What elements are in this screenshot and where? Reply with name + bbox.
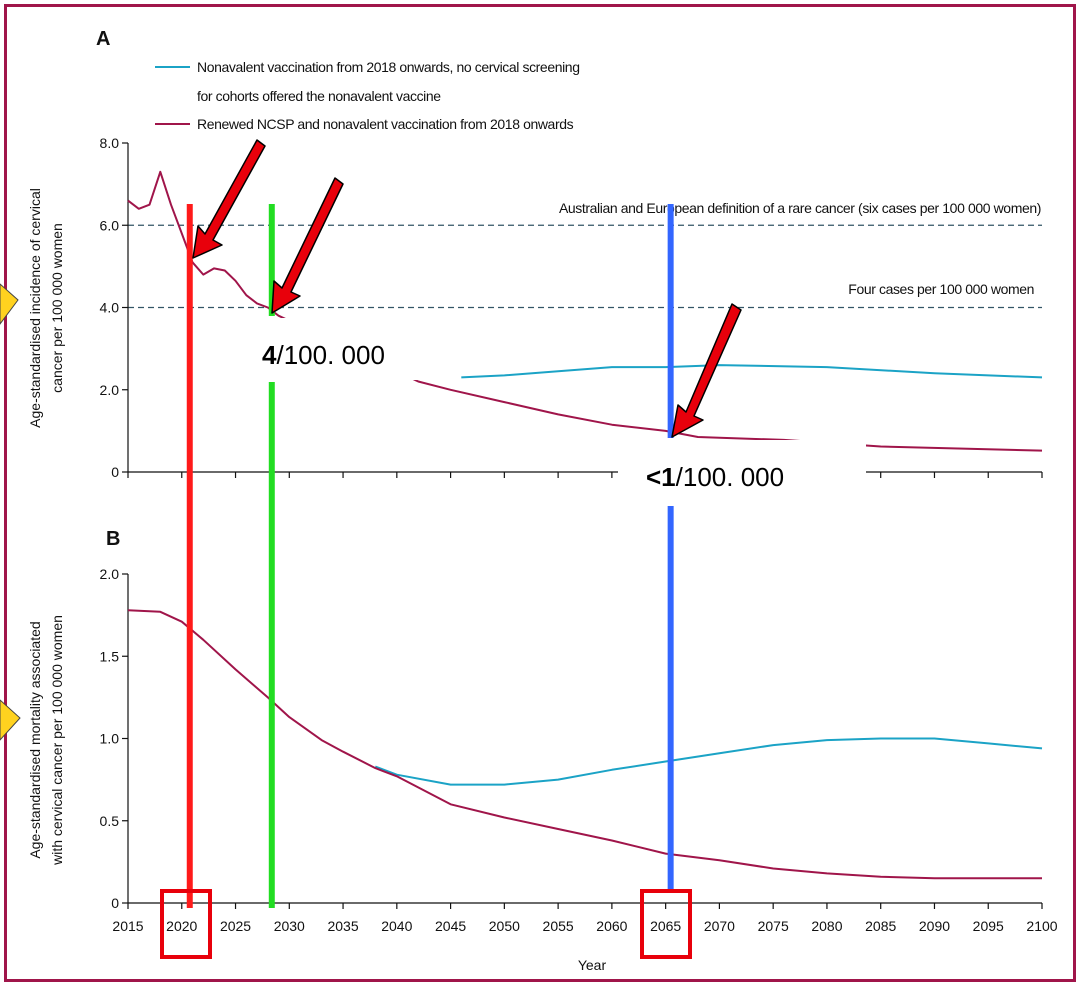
y-axis-title-a-line2: cancer per 100 000 women [49, 223, 65, 393]
x-tick-label: 2040 [381, 918, 412, 934]
x-axis-title: Year [578, 957, 607, 973]
series-line-nonavalent [374, 737, 1043, 786]
panel-label-a: A [96, 28, 110, 50]
x-tick-label: 2055 [543, 918, 574, 934]
x-tick-label: 2075 [758, 918, 789, 934]
x-tick-label: 2085 [865, 918, 896, 934]
y-tick-label: 1.5 [100, 648, 120, 664]
less-one-value-bg [618, 440, 866, 506]
y-tick-label: 1.0 [100, 731, 120, 747]
y-tick-label: 0.5 [100, 813, 120, 829]
four-cases-label: Four cases per 100 000 women [848, 281, 1034, 297]
series-line-renewed [127, 609, 1042, 880]
four-value-bg [254, 318, 430, 380]
legend-label-nonavalent-line1: Nonavalent vaccination from 2018 onwards… [197, 59, 580, 75]
panel-label-b: B [106, 528, 120, 550]
x-tick-label: 2045 [435, 918, 466, 934]
y-tick-label: 8.0 [100, 135, 120, 151]
x-tick-label: 2090 [919, 918, 950, 934]
x-tick-label: 2020 [166, 918, 197, 934]
pointer-b-icon [0, 699, 21, 741]
x-tick-label: 2035 [327, 918, 358, 934]
four-per-100000-annotation: 4/100. 000 [262, 340, 385, 370]
y-tick-label: 0 [111, 895, 119, 911]
less-one-rest: /100. 000 [676, 462, 784, 492]
less-than-one-annotation: <1/100. 000 [646, 462, 784, 492]
figure-frame [4, 4, 1076, 982]
legend-label-nonavalent-line2: for cohorts offered the nonavalent vacci… [197, 88, 441, 104]
pointer-a-icon [0, 283, 19, 325]
four-cases-label-bg [762, 278, 1044, 300]
x-tick-label: 2015 [112, 918, 143, 934]
rare-cancer-label: Australian and European definition of a … [559, 200, 1041, 216]
less-one-bold: <1 [646, 462, 676, 492]
series-group [127, 170, 1043, 880]
x-tick-label: 2100 [1026, 918, 1057, 934]
series-line-nonavalent [461, 364, 1043, 379]
y-tick-label: 0 [111, 464, 119, 480]
y-tick-label: 4.0 [100, 300, 120, 316]
y-axis-title-b-line1: Age-standardised mortality associated [27, 621, 43, 858]
arrow-2065-icon [671, 303, 742, 438]
four-value-bold: 4 [262, 340, 277, 370]
axes-group: 0 2.0 4.0 6.0 8.0 0 0.5 1.0 1.5 2.0 2015 2020 2025 20… [100, 135, 1058, 934]
y-axis-title-b-line2: with cervical cancer per 100 000 women [49, 615, 65, 866]
x-tick-label: 2065 [650, 918, 681, 934]
highlight-box-2020 [160, 889, 212, 959]
arrow-2020-icon [192, 139, 266, 259]
rare-cancer-label-bg [324, 196, 1044, 218]
y-tick-label: 2.0 [100, 382, 120, 398]
y-tick-label: 6.0 [100, 217, 120, 233]
arrow-2028-icon [271, 177, 344, 314]
x-tick-label: 2080 [811, 918, 842, 934]
x-tick-label: 2025 [220, 918, 251, 934]
x-tick-label: 2030 [274, 918, 305, 934]
y-tick-label: 2.0 [100, 566, 120, 582]
series-line-renewed [127, 170, 1043, 452]
y-axis-title-a-line1: Age-standardised incidence of cervical [27, 188, 43, 428]
highlight-box-2065 [640, 889, 692, 959]
x-tick-label: 2070 [704, 918, 735, 934]
x-tick-label: 2095 [973, 918, 1004, 934]
marker-lines [186, 204, 674, 908]
legend-label-renewed: Renewed NCSP and nonavalent vaccination … [197, 116, 574, 132]
x-tick-label: 2050 [489, 918, 520, 934]
four-value-rest: /100. 000 [276, 340, 384, 370]
x-tick-label: 2060 [596, 918, 627, 934]
